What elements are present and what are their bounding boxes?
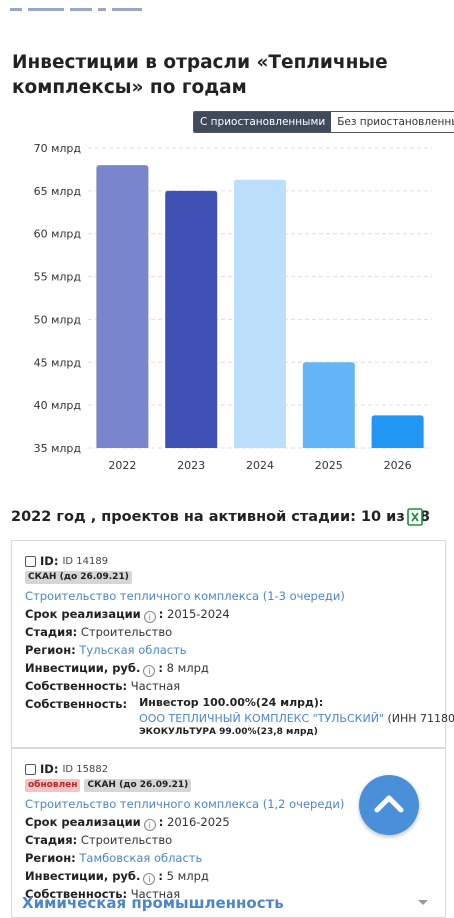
excel-icon[interactable] xyxy=(407,508,423,526)
suspended-toggle: С приостановленными Без приостановленных xyxy=(193,111,454,133)
select-checkbox[interactable] xyxy=(25,763,36,775)
investment-label: Инвестиции, руб. xyxy=(25,869,141,883)
y-tick-label: 35 млрд xyxy=(34,442,82,455)
bar-2025[interactable] xyxy=(302,362,355,448)
bar-2022[interactable] xyxy=(96,165,149,448)
project-id: ID 14189 xyxy=(62,555,109,567)
bar-2024[interactable] xyxy=(234,179,286,448)
next-section-link[interactable]: Химическая промышленность xyxy=(22,894,284,912)
x-tick-label: 2022 xyxy=(108,459,136,472)
info-icon[interactable]: i xyxy=(143,873,156,885)
ownership-label: Собственность: xyxy=(25,679,128,693)
y-tick-label: 50 млрд xyxy=(34,313,82,326)
investment-value: 8 млрд xyxy=(166,661,209,675)
info-icon[interactable]: i xyxy=(143,819,156,831)
project-id: ID 15882 xyxy=(62,763,109,775)
caret-down-icon xyxy=(418,900,428,905)
bar-2023[interactable] xyxy=(165,190,218,448)
region-link[interactable]: Тульская область xyxy=(79,643,187,657)
select-checkbox[interactable] xyxy=(25,555,36,567)
region-link[interactable]: Тамбовская область xyxy=(79,851,203,865)
project-title-link[interactable]: Строительство тепличного комплекса (1,2 … xyxy=(25,797,345,811)
ownership-label: Собственность: xyxy=(25,697,128,711)
toggle-with-suspended[interactable]: С приостановленными xyxy=(194,112,332,132)
owner-company-link[interactable]: ООО ТЕПЛИЧНЫЙ КОМПЛЕКС "ТУЛЬСКИЙ" xyxy=(139,712,384,725)
section-heading: 2022 год , проектов на активной стадии: … xyxy=(11,509,430,525)
y-tick-label: 65 млрд xyxy=(34,185,82,198)
bar-2026[interactable] xyxy=(371,415,424,448)
id-label: ID: xyxy=(40,554,59,568)
y-tick-label: 55 млрд xyxy=(34,271,82,284)
y-tick-label: 60 млрд xyxy=(34,228,82,241)
stage-value: Строительство xyxy=(80,625,173,639)
scan-badge: СКАН (до 26.09.21) xyxy=(84,779,192,792)
x-tick-label: 2026 xyxy=(384,459,412,472)
info-icon[interactable]: i xyxy=(143,611,156,623)
info-icon[interactable]: i xyxy=(143,665,156,677)
scan-badge: СКАН (до 26.09.21) xyxy=(25,571,132,584)
investment-label: Инвестиции, руб. xyxy=(25,661,141,675)
toggle-without-suspended[interactable]: Без приостановленных xyxy=(331,112,454,132)
x-tick-label: 2024 xyxy=(246,459,274,472)
y-tick-label: 45 млрд xyxy=(34,356,82,369)
id-label: ID: xyxy=(40,762,59,776)
owner-main: Инвестор 100.00%(24 млрд): xyxy=(139,696,324,709)
investment-value: 5 млрд xyxy=(166,869,209,883)
owner-inn: (ИНН 7118017185) xyxy=(387,712,454,725)
term-value: 2015-2024 xyxy=(167,607,230,621)
term-label: Срок реализации xyxy=(25,815,141,829)
term-value: 2016-2025 xyxy=(167,815,230,829)
owner-sub: ЭКОКУЛЬТУРА 99.00%(23,8 млрд) xyxy=(139,727,318,737)
ownership-type: Частная xyxy=(130,679,181,693)
ownership-type: Частная xyxy=(130,887,181,901)
chevron-up-icon xyxy=(374,795,404,813)
top-breadcrumb-fade xyxy=(10,6,170,12)
project-card: ID: ID 15882 обновлен СКАН (до 26.09.21)… xyxy=(11,748,446,918)
region-label: Регион: xyxy=(25,643,76,657)
scroll-top-button[interactable] xyxy=(359,775,419,835)
project-card: ID: ID 14189 СКАН (до 26.09.21) Строител… xyxy=(11,540,454,748)
y-tick-label: 40 млрд xyxy=(34,399,82,412)
x-tick-label: 2025 xyxy=(315,459,343,472)
term-label: Срок реализации xyxy=(25,607,141,621)
page-title: Инвестиции в отрасли «Тепличные комплекс… xyxy=(12,52,388,98)
y-tick-label: 70 млрд xyxy=(34,142,82,155)
region-label: Регион: xyxy=(25,851,76,865)
updated-badge: обновлен xyxy=(25,779,81,792)
stage-label: Стадия: xyxy=(25,625,78,639)
project-title-link[interactable]: Строительство тепличного комплекса (1-3 … xyxy=(25,589,345,603)
investment-bar-chart: 35 млрд 40 млрд 45 млрд 50 млрд 55 млрд 60 мл… xyxy=(34,142,432,472)
ownership-label: Собственность: xyxy=(25,887,128,901)
stage-label: Стадия: xyxy=(25,833,78,847)
stage-value: Строительство xyxy=(80,833,173,847)
x-tick-label: 2023 xyxy=(177,459,205,472)
